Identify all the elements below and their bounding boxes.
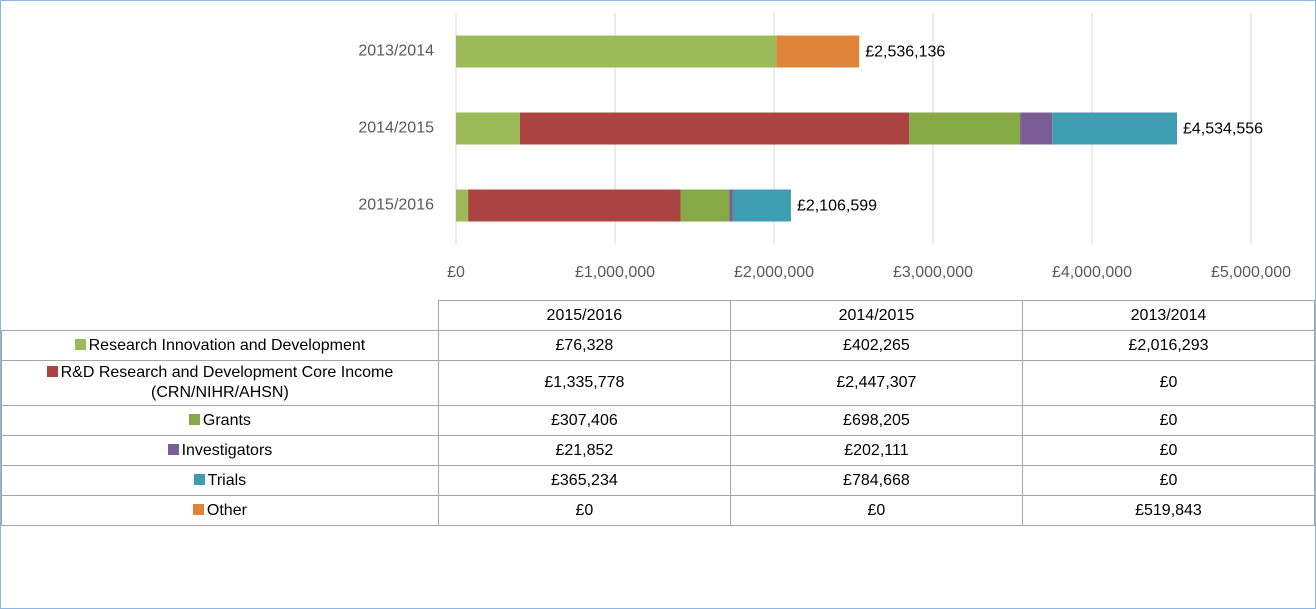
value-cell: £0 (729, 495, 1023, 526)
value-cell: £784,668 (729, 465, 1023, 496)
bar-segment (456, 112, 520, 145)
value-cell: £365,234 (437, 465, 731, 496)
y-tick-label: 2014/2015 (358, 120, 434, 137)
legend-label: Grants (202, 411, 251, 429)
value-cell: £519,843 (1021, 495, 1316, 526)
value-cell: £2,447,307 (729, 360, 1023, 406)
series-name-cell: Investigators (1, 435, 439, 466)
value-cell: £202,111 (729, 435, 1023, 466)
value-cell: £698,205 (729, 405, 1023, 436)
bar-segment (729, 189, 733, 222)
y-tick-label: 2013/2014 (358, 43, 434, 60)
column-header: 2014/2015 (729, 300, 1023, 331)
x-tick-label: £2,000,000 (734, 264, 814, 281)
x-tick-label: £1,000,000 (575, 264, 655, 281)
series-row: Other £0 £0 £519,843 (1, 495, 1316, 526)
total-label: £4,534,556 (1183, 121, 1263, 138)
series-name-cell: Trials (1, 465, 439, 496)
bar-segment (1052, 112, 1177, 145)
legend-label: R&D Research and Development Core Income… (60, 364, 394, 401)
value-cell: £402,265 (729, 330, 1023, 361)
legend-key (74, 338, 86, 350)
bar-segment (519, 112, 910, 145)
x-tick-label: £5,000,000 (1211, 264, 1291, 281)
y-tick-label: 2015/2016 (358, 197, 434, 214)
value-cell: £0 (1021, 465, 1316, 496)
legend-key (167, 443, 179, 455)
chart: £0 £1,000,000 £2,000,000 £3,000,000 £4,000,0… (358, 13, 1291, 281)
value-cell: £1,335,778 (437, 360, 731, 406)
column-header: 2013/2014 (1021, 300, 1316, 331)
value-cell: £307,406 (437, 405, 731, 436)
bar-segment (468, 189, 681, 222)
value-cell: £0 (1021, 435, 1316, 466)
legend-key (188, 413, 200, 425)
bar-segment (1020, 112, 1053, 145)
value-cell: £76,328 (437, 330, 731, 361)
value-cell: £0 (1021, 405, 1316, 436)
value-cell: £0 (1021, 360, 1316, 406)
series-row: Investigators £21,852 £202,111 £0 (1, 435, 1316, 466)
value-cell: £21,852 (437, 435, 731, 466)
legend-label: Trials (207, 471, 247, 489)
total-label: £2,536,136 (865, 44, 945, 61)
value-cell: £0 (437, 495, 731, 526)
series-row: R&D Research and Development Core Income… (1, 360, 1316, 406)
series-name-cell: R&D Research and Development Core Income… (1, 360, 439, 406)
legend-key (192, 503, 204, 515)
series-row: Trials £365,234 £784,668 £0 (1, 465, 1316, 496)
series-name-cell: Other (1, 495, 439, 526)
x-tick-label: £4,000,000 (1052, 264, 1132, 281)
series-row: Grants £307,406 £698,205 £0 (1, 405, 1316, 436)
x-tick-label: £0 (447, 264, 465, 281)
legend-label: Other (206, 501, 247, 519)
data-table: 2015/2016 2014/2015 2013/2014 Research Inno… (1, 300, 1316, 526)
bar-segment (680, 189, 730, 222)
legend-key (46, 366, 58, 377)
column-header: 2015/2016 (437, 300, 731, 331)
bar-segment (776, 35, 860, 68)
series-row: Research Innovation and Development £76,3… (1, 330, 1316, 361)
legend-label: Investigators (181, 441, 273, 459)
bar-segment (456, 189, 469, 222)
bar-segment (456, 35, 777, 68)
x-tick-label: £3,000,000 (893, 264, 973, 281)
series-name-cell: Grants (1, 405, 439, 436)
legend-label: Research Innovation and Development (88, 336, 366, 354)
bar-segment (909, 112, 1021, 145)
legend-key (193, 473, 205, 485)
header-row: 2015/2016 2014/2015 2013/2014 (1, 300, 1316, 331)
corner-cell (1, 300, 439, 331)
bar-segment (732, 189, 791, 222)
total-label: £2,106,599 (797, 198, 877, 215)
value-cell: £2,016,293 (1021, 330, 1316, 361)
series-name-cell: Research Innovation and Development (1, 330, 439, 361)
